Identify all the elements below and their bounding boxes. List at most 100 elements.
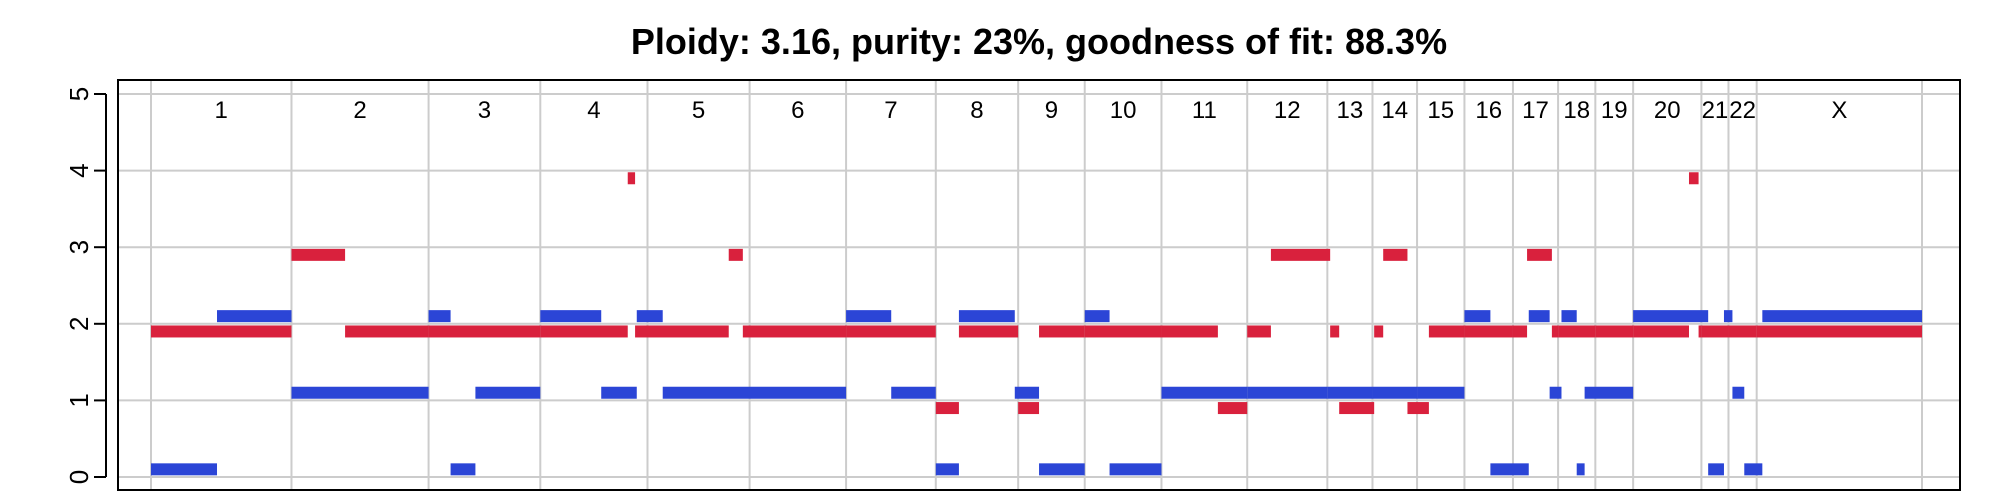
major-segment [935, 402, 959, 415]
chromosome-label: X [1831, 97, 1847, 124]
chart-title: Ploidy: 3.16, purity: 23%, goodness of f… [631, 21, 1447, 62]
y-tick-label: 2 [64, 317, 94, 331]
chromosome-label: 7 [884, 97, 897, 124]
minor-segment [1417, 386, 1465, 399]
minor-segment [291, 386, 429, 399]
chromosome-label: 2 [353, 97, 366, 124]
major-segment [428, 325, 541, 338]
major-segment [1084, 325, 1162, 338]
major-segment [1161, 325, 1218, 338]
chromosome-label: 1 [215, 97, 228, 124]
minor-segment [601, 386, 637, 399]
minor-segment [1039, 463, 1085, 476]
minor-segment [1633, 310, 1709, 323]
chromosome-label: 18 [1563, 97, 1590, 124]
major-segment [1018, 402, 1040, 415]
y-tick-label: 0 [64, 470, 94, 484]
chromosome-label: 17 [1522, 97, 1549, 124]
minor-segment [450, 463, 476, 476]
minor-segment [1744, 463, 1763, 476]
major-segment [627, 172, 636, 185]
y-tick-label: 3 [64, 240, 94, 254]
chromosome-label: 10 [1110, 97, 1137, 124]
minor-segment [1490, 463, 1529, 476]
major-segment [1374, 325, 1384, 338]
major-segment [1039, 325, 1085, 338]
major-segment [345, 325, 429, 338]
major-segment [1633, 325, 1689, 338]
major-segment [846, 325, 936, 338]
major-segment [1595, 325, 1634, 338]
minor-segment [1161, 386, 1248, 399]
chromosome-label: 16 [1475, 97, 1502, 124]
chromosome-label: 11 [1192, 97, 1217, 124]
minor-segment [1464, 310, 1491, 323]
minor-segment [1708, 463, 1724, 476]
minor-segment [662, 386, 847, 399]
major-segment [1407, 402, 1429, 415]
major-segment [635, 325, 729, 338]
minor-segment [1109, 463, 1162, 476]
minor-segment [1723, 310, 1733, 323]
plot-frame [117, 79, 1961, 491]
minor-segment [1528, 310, 1550, 323]
chromosome-label: 5 [692, 97, 705, 124]
minor-segment [217, 310, 292, 323]
major-segment [1701, 325, 1729, 338]
major-segment [1558, 325, 1596, 338]
major-segment [1756, 325, 1922, 338]
minor-segment [475, 386, 541, 399]
y-tick-label: 5 [64, 87, 94, 101]
major-segment [1270, 248, 1331, 261]
minor-segment [636, 310, 663, 323]
major-segment [1527, 248, 1552, 261]
segments-layer [151, 172, 1922, 476]
major-segment [151, 325, 292, 338]
minor-segment [1247, 386, 1328, 399]
major-segment [958, 325, 1019, 338]
major-segment [1383, 248, 1408, 261]
minor-segment [540, 310, 602, 323]
minor-segment [935, 463, 959, 476]
minor-segment [1014, 386, 1040, 399]
minor-segment [1576, 463, 1585, 476]
chromosome-label: 8 [970, 97, 983, 124]
minor-segment [1732, 386, 1745, 399]
minor-segment [846, 310, 892, 323]
major-segment [1428, 325, 1465, 338]
y-axis: 0 1 2 3 4 5 [64, 87, 107, 484]
chromosome-label: 4 [587, 97, 600, 124]
chromosome-label: 20 [1654, 97, 1681, 124]
chromosome-label: 9 [1045, 97, 1058, 124]
chromosome-label: 13 [1337, 97, 1364, 124]
major-segment [1217, 402, 1248, 415]
chromosome-label: 22 [1729, 97, 1756, 124]
chromosome-label: 21 [1702, 97, 1729, 124]
major-segment [1688, 172, 1699, 185]
minor-segment [1327, 386, 1373, 399]
minor-segment [151, 463, 218, 476]
major-segment [1330, 325, 1340, 338]
chromosome-label: 12 [1274, 97, 1301, 124]
major-segment [1464, 325, 1513, 338]
major-segment [1247, 325, 1271, 338]
minor-segment [1561, 310, 1577, 323]
chromosome-label: 14 [1381, 97, 1408, 124]
minor-segment [1372, 386, 1418, 399]
minor-segment [1762, 310, 1922, 323]
chromosome-labels: 1 2 3 4 5 6 7 8 9 10 11 12 13 14 15 16 17 18 19 20 21 22 X [215, 97, 1848, 124]
minor-segment [428, 310, 451, 323]
y-tick-label: 1 [64, 393, 94, 407]
minor-segment [958, 310, 1015, 323]
major-segment [1728, 325, 1757, 338]
major-segment [1339, 402, 1375, 415]
major-segment [1512, 325, 1528, 338]
major-segment [728, 248, 743, 261]
major-segment [540, 325, 628, 338]
minor-segment [1584, 386, 1634, 399]
chromosome-label: 19 [1601, 97, 1628, 124]
minor-segment [1549, 386, 1562, 399]
chromosome-label: 6 [791, 97, 804, 124]
major-segment [742, 325, 847, 338]
